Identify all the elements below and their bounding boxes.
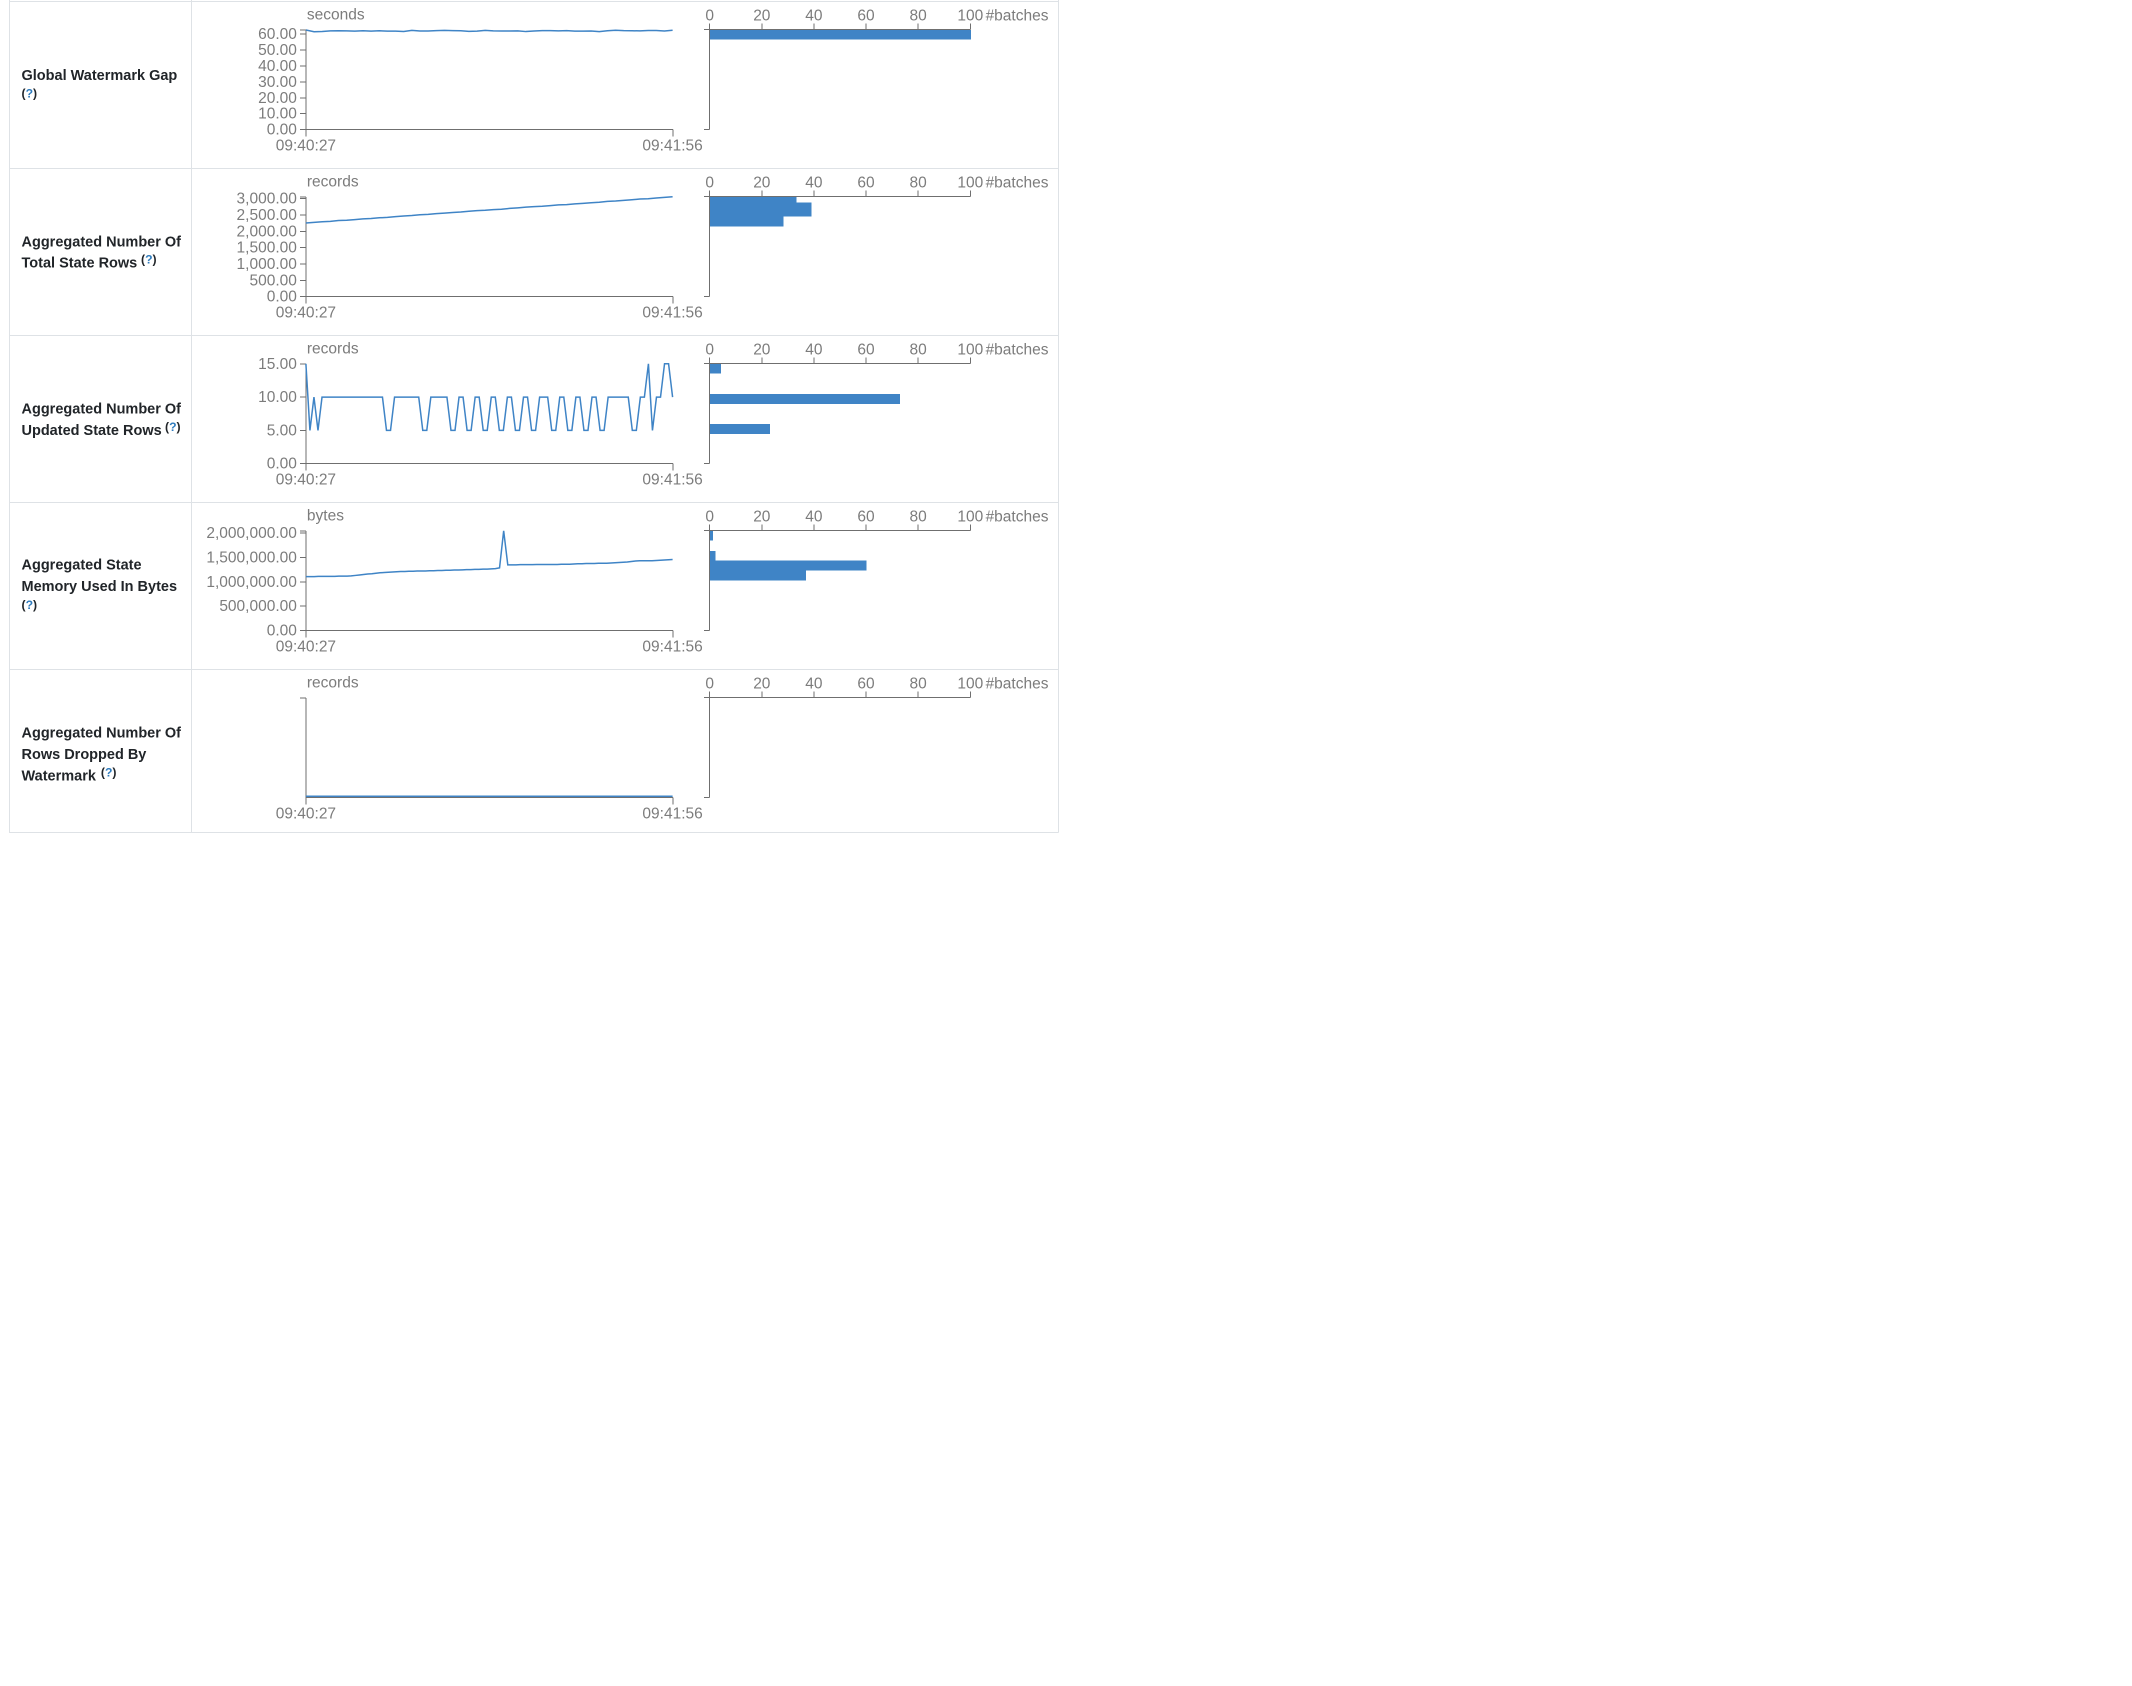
svg-text:80: 80 (910, 342, 928, 359)
svg-text:(?): (?) (141, 253, 157, 267)
svg-text:40: 40 (805, 8, 823, 25)
svg-text:1,000.00: 1,000.00 (237, 256, 298, 273)
svg-text:Aggregated Number Of: Aggregated Number Of (22, 235, 182, 251)
svg-text:60: 60 (857, 8, 875, 25)
svg-text:60.00: 60.00 (258, 26, 297, 43)
svg-text:60: 60 (857, 676, 875, 693)
svg-text:40.00: 40.00 (258, 58, 297, 75)
svg-text:Watermark: Watermark (22, 768, 97, 784)
svg-text:Total State Rows: Total State Rows (22, 256, 138, 272)
svg-text:20: 20 (753, 676, 771, 693)
svg-text:80: 80 (910, 8, 928, 25)
svg-text:records: records (307, 173, 359, 190)
svg-text:50.00: 50.00 (258, 42, 297, 59)
svg-text:100: 100 (957, 509, 983, 526)
svg-text:records: records (307, 674, 359, 691)
svg-text:#batches: #batches (986, 676, 1049, 693)
svg-text:records: records (307, 340, 359, 357)
svg-text:0: 0 (705, 175, 714, 192)
svg-text:#batches: #batches (986, 175, 1049, 192)
svg-text:0: 0 (705, 509, 714, 526)
svg-text:Rows Dropped By: Rows Dropped By (22, 747, 147, 763)
svg-text:(?): (?) (22, 87, 38, 101)
svg-text:0.00: 0.00 (267, 122, 298, 139)
svg-text:1,000,000.00: 1,000,000.00 (206, 574, 297, 591)
svg-text:0: 0 (705, 8, 714, 25)
svg-text:09:40:27: 09:40:27 (276, 305, 336, 322)
svg-text:40: 40 (805, 175, 823, 192)
svg-text:#batches: #batches (986, 342, 1049, 359)
svg-text:100: 100 (957, 175, 983, 192)
svg-text:#batches: #batches (986, 8, 1049, 25)
svg-text:(?): (?) (22, 598, 38, 612)
svg-text:80: 80 (910, 676, 928, 693)
svg-text:20: 20 (753, 509, 771, 526)
svg-text:20.00: 20.00 (258, 90, 297, 107)
svg-text:Memory Used In Bytes: Memory Used In Bytes (22, 579, 178, 595)
svg-text:(?): (?) (165, 420, 181, 434)
svg-text:Aggregated Number Of: Aggregated Number Of (22, 401, 182, 417)
svg-text:20: 20 (753, 175, 771, 192)
svg-text:20: 20 (753, 342, 771, 359)
svg-text:20: 20 (753, 8, 771, 25)
svg-text:1,500,000.00: 1,500,000.00 (206, 549, 297, 566)
svg-text:09:41:56: 09:41:56 (642, 305, 702, 322)
svg-text:09:40:27: 09:40:27 (276, 806, 336, 823)
svg-text:Aggregated Number Of: Aggregated Number Of (22, 725, 182, 741)
svg-text:09:41:56: 09:41:56 (642, 472, 702, 489)
svg-text:09:41:56: 09:41:56 (642, 806, 702, 823)
svg-text:80: 80 (910, 509, 928, 526)
svg-text:3,000.00: 3,000.00 (237, 191, 298, 208)
svg-text:09:41:56: 09:41:56 (642, 639, 702, 656)
svg-text:09:40:27: 09:40:27 (276, 138, 336, 155)
svg-text:0.00: 0.00 (267, 623, 298, 640)
svg-text:10.00: 10.00 (258, 389, 297, 406)
svg-text:10.00: 10.00 (258, 106, 297, 123)
svg-text:2,000.00: 2,000.00 (237, 223, 298, 240)
svg-text:0.00: 0.00 (267, 289, 298, 306)
svg-text:60: 60 (857, 175, 875, 192)
svg-text:40: 40 (805, 676, 823, 693)
svg-text:500,000.00: 500,000.00 (219, 598, 297, 615)
svg-text:(?): (?) (101, 766, 117, 780)
svg-text:seconds: seconds (307, 6, 365, 23)
svg-text:Aggregated State: Aggregated State (22, 558, 142, 574)
svg-text:100: 100 (957, 8, 983, 25)
svg-text:bytes: bytes (307, 507, 344, 524)
svg-text:Updated State Rows: Updated State Rows (22, 423, 162, 439)
svg-text:40: 40 (805, 509, 823, 526)
svg-text:40: 40 (805, 342, 823, 359)
svg-text:09:40:27: 09:40:27 (276, 472, 336, 489)
svg-text:0.00: 0.00 (267, 456, 298, 473)
svg-text:0: 0 (705, 342, 714, 359)
svg-text:1,500.00: 1,500.00 (237, 240, 298, 257)
svg-text:30.00: 30.00 (258, 74, 297, 91)
svg-text:#batches: #batches (986, 509, 1049, 526)
svg-text:15.00: 15.00 (258, 356, 297, 373)
svg-text:60: 60 (857, 342, 875, 359)
svg-text:2,500.00: 2,500.00 (237, 207, 298, 224)
svg-text:100: 100 (957, 342, 983, 359)
svg-text:09:41:56: 09:41:56 (642, 138, 702, 155)
svg-text:5.00: 5.00 (267, 422, 298, 439)
svg-text:2,000,000.00: 2,000,000.00 (206, 525, 297, 542)
svg-text:100: 100 (957, 676, 983, 693)
svg-text:500.00: 500.00 (249, 272, 297, 289)
svg-text:60: 60 (857, 509, 875, 526)
svg-text:Global Watermark Gap: Global Watermark Gap (22, 68, 178, 84)
svg-text:0: 0 (705, 676, 714, 693)
svg-text:09:40:27: 09:40:27 (276, 639, 336, 656)
svg-text:80: 80 (910, 175, 928, 192)
